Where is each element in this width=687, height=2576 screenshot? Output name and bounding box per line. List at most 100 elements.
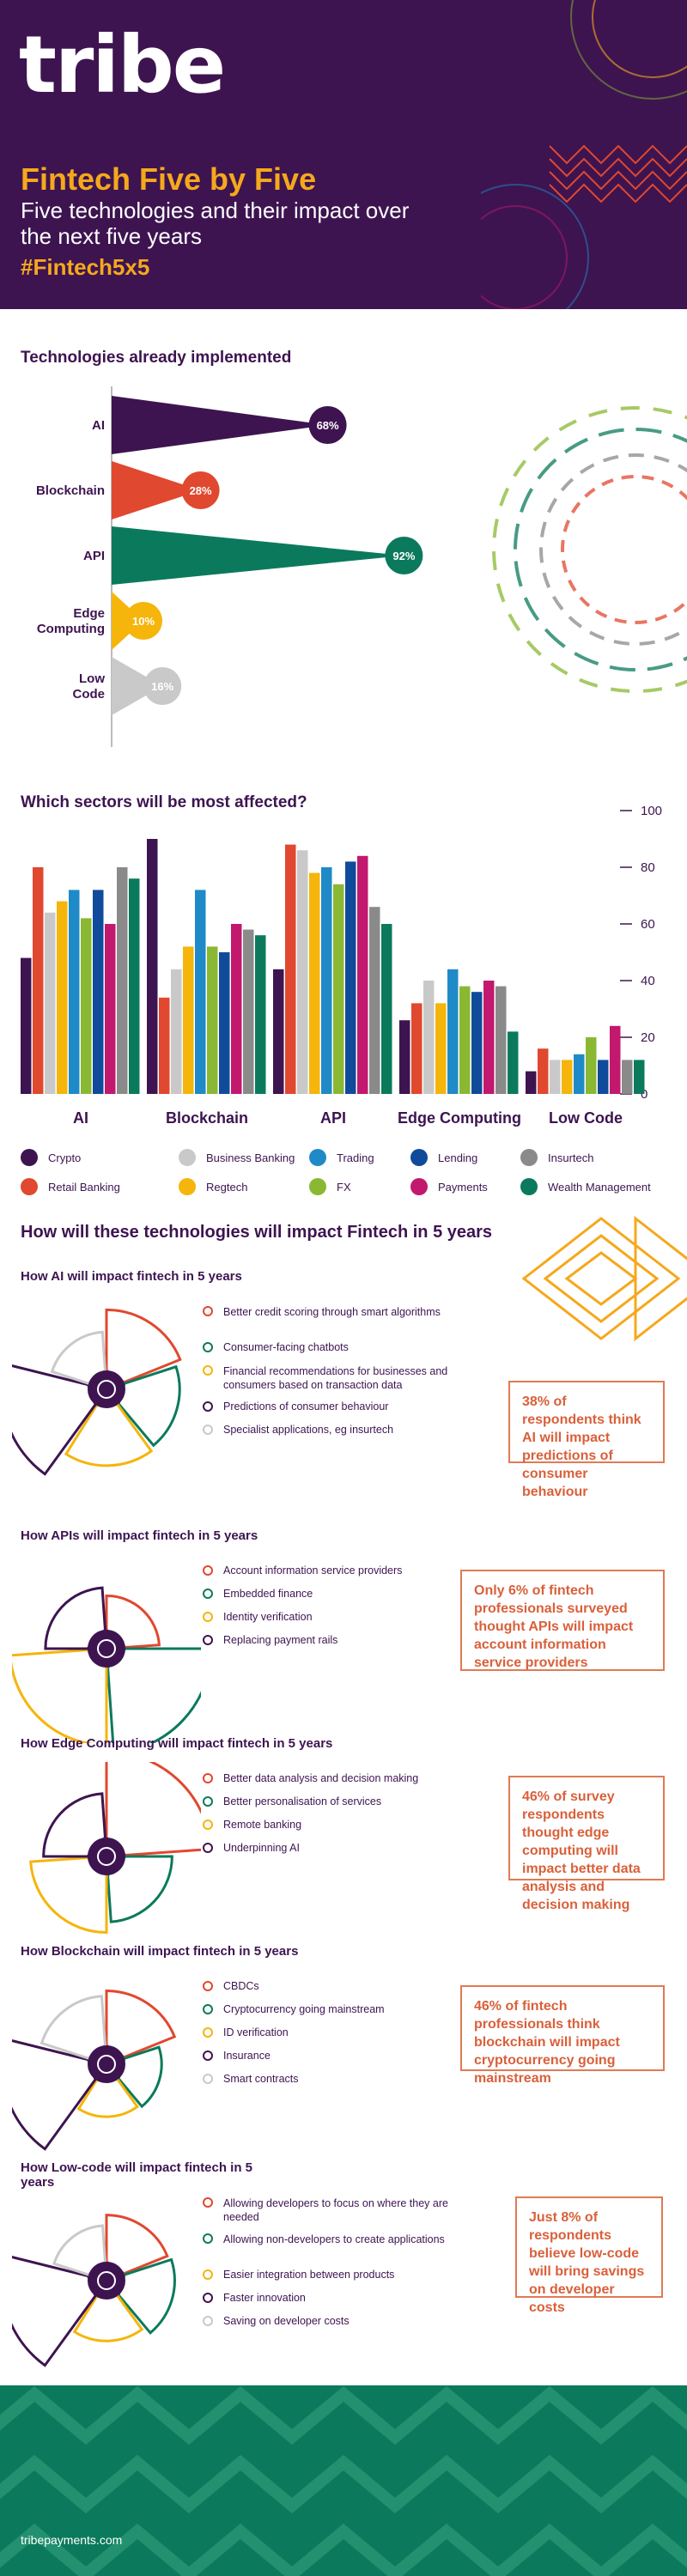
impact-segment-4 xyxy=(42,1792,107,1858)
legend-swatch xyxy=(520,1178,538,1195)
legend-swatch xyxy=(21,1178,38,1195)
legend-item-wealth-management: Wealth Management xyxy=(520,1178,651,1195)
legend-item-payments: Payments xyxy=(410,1178,488,1195)
implemented-value-bubble xyxy=(181,471,220,509)
legend-label: Lending xyxy=(438,1151,478,1164)
legend-ring-icon xyxy=(203,2074,213,2084)
implemented-decoration xyxy=(492,406,687,693)
impact-legend-item: Underpinning AI xyxy=(203,1842,300,1854)
impact-legend-label: Faster innovation xyxy=(223,2292,306,2304)
impact-legend-item: Better data analysis and decision making xyxy=(203,1772,418,1784)
impact-legend-label: Insurance xyxy=(223,2050,271,2062)
ai-brain-icon-glyph xyxy=(97,1380,116,1399)
page-subtitle: Five technologies and their impact over … xyxy=(21,197,410,249)
bar-edge-computing-crypto xyxy=(399,1020,410,1094)
bar-api-business-banking xyxy=(297,850,308,1094)
blockchain-nodes-icon xyxy=(88,2045,125,2083)
bar-edge-computing-retail-banking xyxy=(411,1003,423,1094)
impact-legend-item: CBDCs xyxy=(203,1980,259,1992)
bar-low-code-payments xyxy=(610,1025,621,1094)
y-tick-label: 80 xyxy=(641,860,655,875)
bar-low-code-crypto xyxy=(526,1071,537,1094)
implemented-chart: 68% AI 28% Blockchain 92% API 10% Edge Computing… xyxy=(36,386,687,747)
legend-swatch xyxy=(309,1178,326,1195)
impact-segment-4 xyxy=(12,2256,97,2367)
legend-ring-icon xyxy=(203,2027,213,2038)
bar-blockchain-fx xyxy=(207,946,218,1094)
impact-segment-2 xyxy=(106,1647,201,1743)
legend-item-trading: Trading xyxy=(309,1149,374,1166)
bar-ai-business-banking xyxy=(45,912,56,1094)
category-label: Low Code xyxy=(549,1109,623,1127)
bar-ai-fx xyxy=(81,918,92,1094)
impact-legend-label: Smart contracts xyxy=(223,2073,299,2085)
impact-segment-3 xyxy=(64,1403,154,1467)
sectors-title: Which sectors will be most affected? xyxy=(21,793,307,811)
impact-segment-1 xyxy=(105,1990,177,2059)
bar-edge-computing-wealth-management xyxy=(508,1031,519,1094)
impact-legend-item: ID verification xyxy=(203,2026,289,2038)
y-tick-label: 20 xyxy=(641,1030,655,1045)
edge-chip-icon xyxy=(88,1838,125,1875)
impact-legend-item: Allowing developers to focus on where th… xyxy=(203,2196,481,2224)
y-tick-label: 60 xyxy=(641,917,655,932)
legend-ring-icon xyxy=(203,2004,213,2014)
legend-swatch xyxy=(179,1149,196,1166)
impact-callout: Just 8% of respondents believe low-code … xyxy=(515,2196,663,2315)
implemented-category-label: AI xyxy=(92,418,105,433)
legend-ring-icon xyxy=(203,1635,213,1645)
legend-label: Insurtech xyxy=(548,1151,594,1164)
implemented-value-bubble xyxy=(308,406,347,444)
impact-legend-label: Remote banking xyxy=(223,1819,302,1831)
impact-legend-label: Allowing developers to focus on where th… xyxy=(223,2197,448,2223)
legend-label: Retail Banking xyxy=(48,1180,120,1194)
bar-api-fx xyxy=(333,884,344,1094)
implemented-value-bubble xyxy=(385,537,423,574)
impact-decoration xyxy=(521,1215,687,1342)
legend-ring-icon xyxy=(203,1773,213,1783)
implemented-bar-api xyxy=(112,526,404,585)
impact-section-title: How APIs will impact fintech in 5 years xyxy=(21,1528,258,1543)
impact-legend-label: Underpinning AI xyxy=(223,1842,300,1854)
bar-api-crypto xyxy=(273,969,284,1094)
bar-api-payments xyxy=(357,855,368,1094)
implemented-value-bubble xyxy=(143,667,182,705)
category-label: Blockchain xyxy=(166,1109,248,1127)
legend-ring-icon xyxy=(203,1796,213,1807)
legend-ring-icon xyxy=(203,1843,213,1853)
impact-radial-chart xyxy=(12,1990,177,2151)
impact-legend-item: Account information service providers xyxy=(203,1564,402,1577)
legend-ring-icon xyxy=(203,2050,213,2061)
category-label: AI xyxy=(73,1109,88,1127)
bar-api-trading xyxy=(321,867,332,1094)
impact-segment-1 xyxy=(105,1308,182,1384)
bar-blockchain-lending xyxy=(219,952,230,1094)
legend-ring-icon xyxy=(203,1306,213,1316)
impact-radial-chart xyxy=(12,1308,182,1476)
bar-api-lending xyxy=(345,861,356,1094)
legend-swatch xyxy=(410,1149,428,1166)
category-label: API xyxy=(320,1109,346,1127)
bar-ai-wealth-management xyxy=(129,878,140,1094)
impact-segment-5 xyxy=(52,2224,107,2276)
legend-item-fx: FX xyxy=(309,1178,351,1195)
header-banner: tribe Fintech Five by Five Five technolo… xyxy=(0,0,687,309)
page-title: Fintech Five by Five xyxy=(21,161,317,197)
bar-edge-computing-business-banking xyxy=(423,981,435,1094)
legend-ring-icon xyxy=(203,2316,213,2326)
impact-legend-item: Better credit scoring through smart algo… xyxy=(203,1305,481,1319)
bar-ai-retail-banking xyxy=(33,867,44,1094)
legend-ring-icon xyxy=(203,1425,213,1435)
legend-label: Business Banking xyxy=(206,1151,295,1164)
legend-ring-icon xyxy=(203,2233,213,2244)
legend-ring-icon xyxy=(203,1820,213,1830)
impact-legend-label: Better credit scoring through smart algo… xyxy=(223,1306,441,1318)
impact-legend-label: Cryptocurrency going mainstream xyxy=(223,2003,385,2015)
bar-blockchain-crypto xyxy=(147,839,158,1094)
impact-callout: Only 6% of fintech professionals surveye… xyxy=(460,1570,665,1671)
impact-legend-label: Account information service providers xyxy=(223,1564,403,1577)
legend-item-retail-banking: Retail Banking xyxy=(21,1178,120,1195)
legend-item-regtech: Regtech xyxy=(179,1178,247,1195)
impact-legend-item: Embedded finance xyxy=(203,1588,313,1600)
impact-legend-item: Smart contracts xyxy=(203,2073,299,2085)
